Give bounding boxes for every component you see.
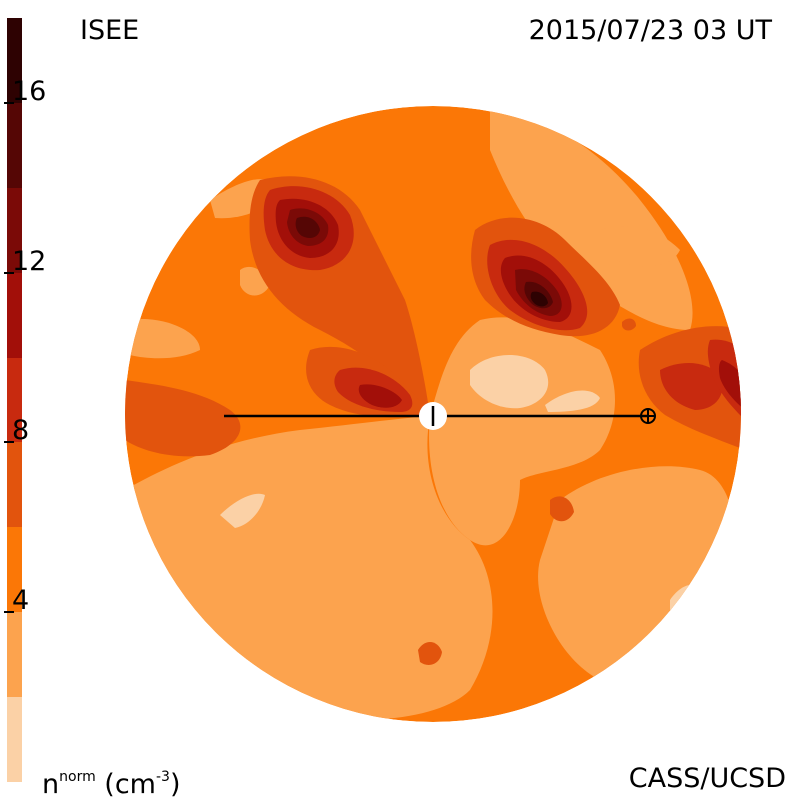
- credit-label: CASS/UCSD: [628, 763, 786, 794]
- contour-region: [358, 384, 402, 408]
- colorbar-tick: [4, 101, 14, 104]
- contour-region: [550, 496, 574, 522]
- contour-region: [418, 641, 442, 665]
- colorbar-tick: [4, 441, 14, 444]
- colorbar-segment: [7, 442, 22, 528]
- contour-region: [600, 226, 680, 267]
- colorbar-tick-label: 4: [12, 585, 30, 617]
- contour-region: [530, 291, 548, 307]
- colorbar-segment: [7, 102, 22, 188]
- colorbar-segment: [7, 527, 22, 613]
- colorbar-tick-label: 8: [12, 415, 30, 447]
- colorbar-segment: [7, 697, 22, 782]
- colorbar-segment: [7, 272, 22, 358]
- contour-region: [130, 319, 200, 359]
- earth-icon: [640, 408, 656, 424]
- contour-region: [538, 466, 736, 680]
- contour-region: [622, 318, 636, 331]
- colorbar-tick-label: 16: [12, 75, 47, 107]
- colorbar: [7, 18, 22, 782]
- contour-region: [220, 493, 265, 528]
- contour-region: [490, 110, 693, 330]
- colorbar-segment: [7, 18, 22, 103]
- colorbar-tick-label: 12: [12, 245, 47, 277]
- colorbar-segment: [7, 612, 22, 698]
- colorbar-segment: [7, 357, 22, 443]
- org-label: ISEE: [80, 15, 140, 46]
- contour-region: [470, 355, 549, 409]
- colorbar-segment: [7, 187, 22, 273]
- contour-region: [660, 363, 723, 410]
- contour-region: [545, 390, 600, 412]
- colorbar-tick: [4, 271, 14, 274]
- colorbar-tick: [4, 611, 14, 614]
- datetime-label: 2015/07/23 03 UT: [528, 15, 772, 46]
- contour-region: [125, 380, 241, 457]
- unit-label: nnorm (cm-3): [42, 769, 181, 800]
- contour-region: [295, 216, 320, 238]
